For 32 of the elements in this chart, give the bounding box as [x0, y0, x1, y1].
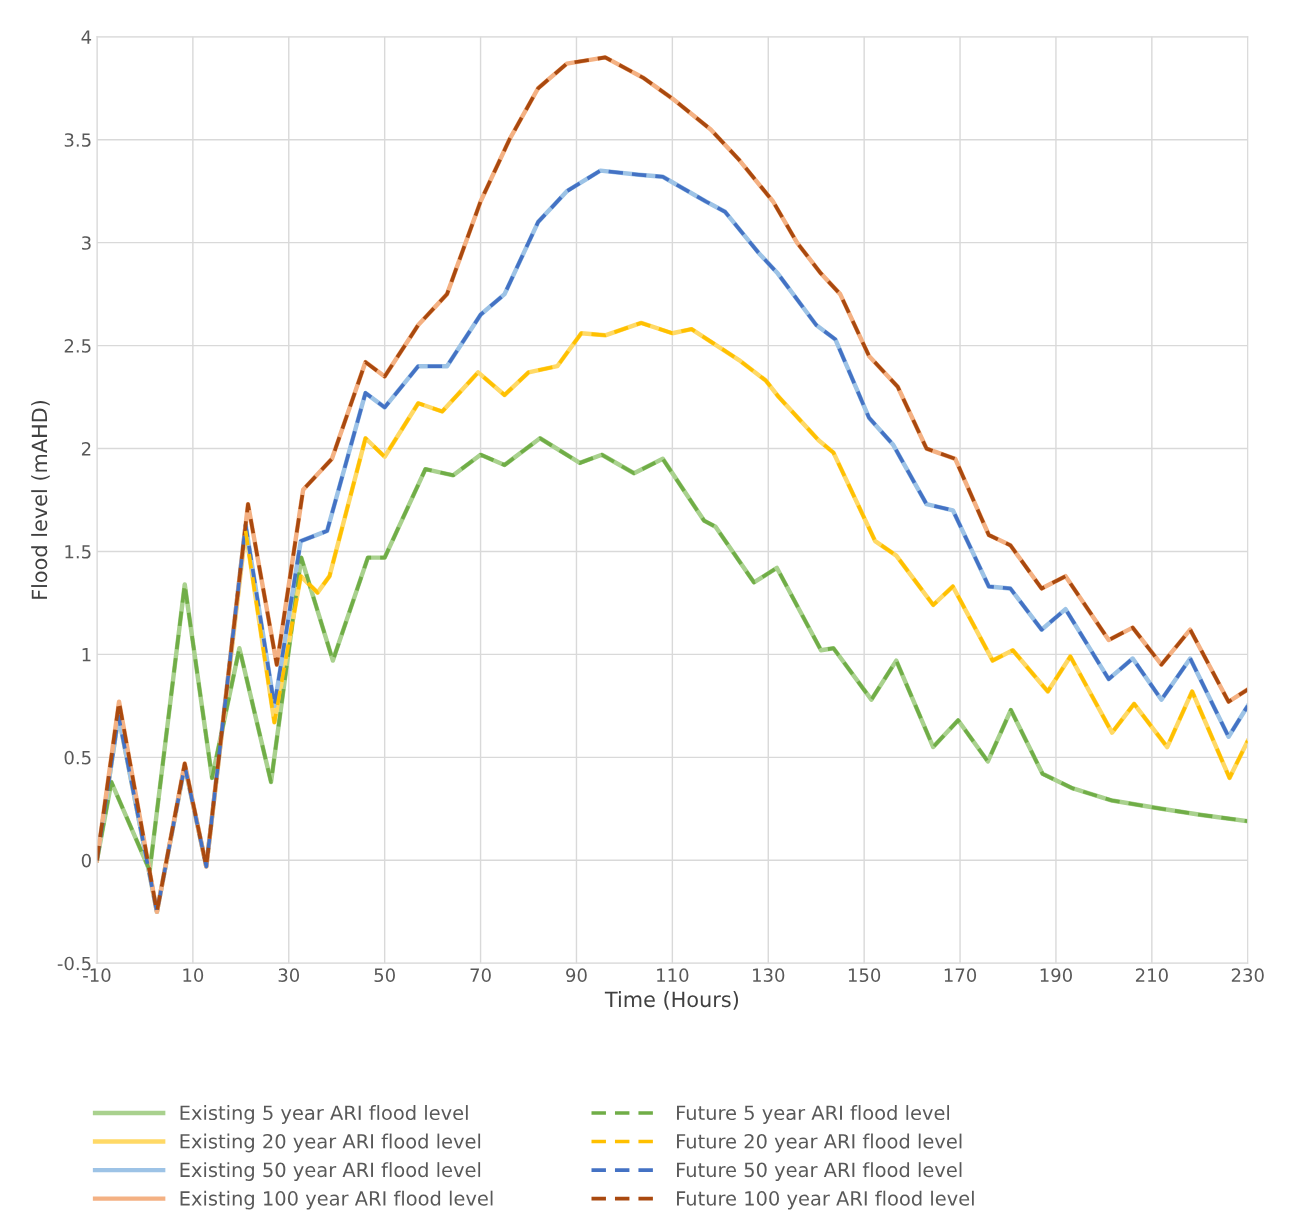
x-tick-label: 90	[566, 968, 587, 983]
legend-label: Future 20 year ARI flood level	[677, 1133, 962, 1153]
x-tick-label: 50	[374, 968, 395, 983]
legend-label: Future 50 year ARI flood level	[677, 1162, 962, 1181]
x-tick-label: 190	[1040, 968, 1072, 983]
x-tick-label: 210	[1135, 968, 1168, 983]
x-axis-title: Time (Hours)	[604, 991, 739, 1010]
x-tick-label: 30	[278, 968, 300, 983]
line-series	[243, 321, 1248, 780]
y-axis-title: Flood level (mAHD)	[31, 400, 50, 599]
y-tick-label: 1.5	[65, 545, 91, 559]
y-tick-label: 3	[82, 236, 91, 250]
x-tick-label: 130	[753, 968, 785, 983]
x-tick-label: 10	[183, 968, 204, 983]
legend-label: Existing 50 year ARI flood level	[180, 1162, 481, 1181]
legend-label: Future 5 year ARI flood level	[677, 1105, 950, 1124]
x-tick-label: 230	[1231, 968, 1264, 983]
x-tick-label: 70	[470, 968, 491, 983]
y-tick-label: 2	[81, 442, 91, 456]
y-tick-label: 1	[82, 648, 91, 662]
legend-label: Existing 20 year ARI flood level	[180, 1133, 481, 1153]
y-tick-label: 3.5	[64, 133, 91, 147]
legend-label: Existing 100 year ARI flood level	[180, 1190, 493, 1210]
y-tick-label: 0	[81, 853, 91, 868]
legend-label: Existing 5 year ARI flood level	[180, 1105, 468, 1124]
legend-label: Future 100 year ARI flood level	[677, 1190, 974, 1210]
x-tick-label: 170	[944, 968, 977, 983]
y-tick-label: 2.5	[64, 339, 91, 353]
x-tick-label: 150	[848, 968, 881, 983]
x-tick-label: 110	[657, 968, 689, 983]
y-tick-label: 4	[81, 30, 92, 44]
y-tick-label: 0.5	[64, 750, 91, 765]
